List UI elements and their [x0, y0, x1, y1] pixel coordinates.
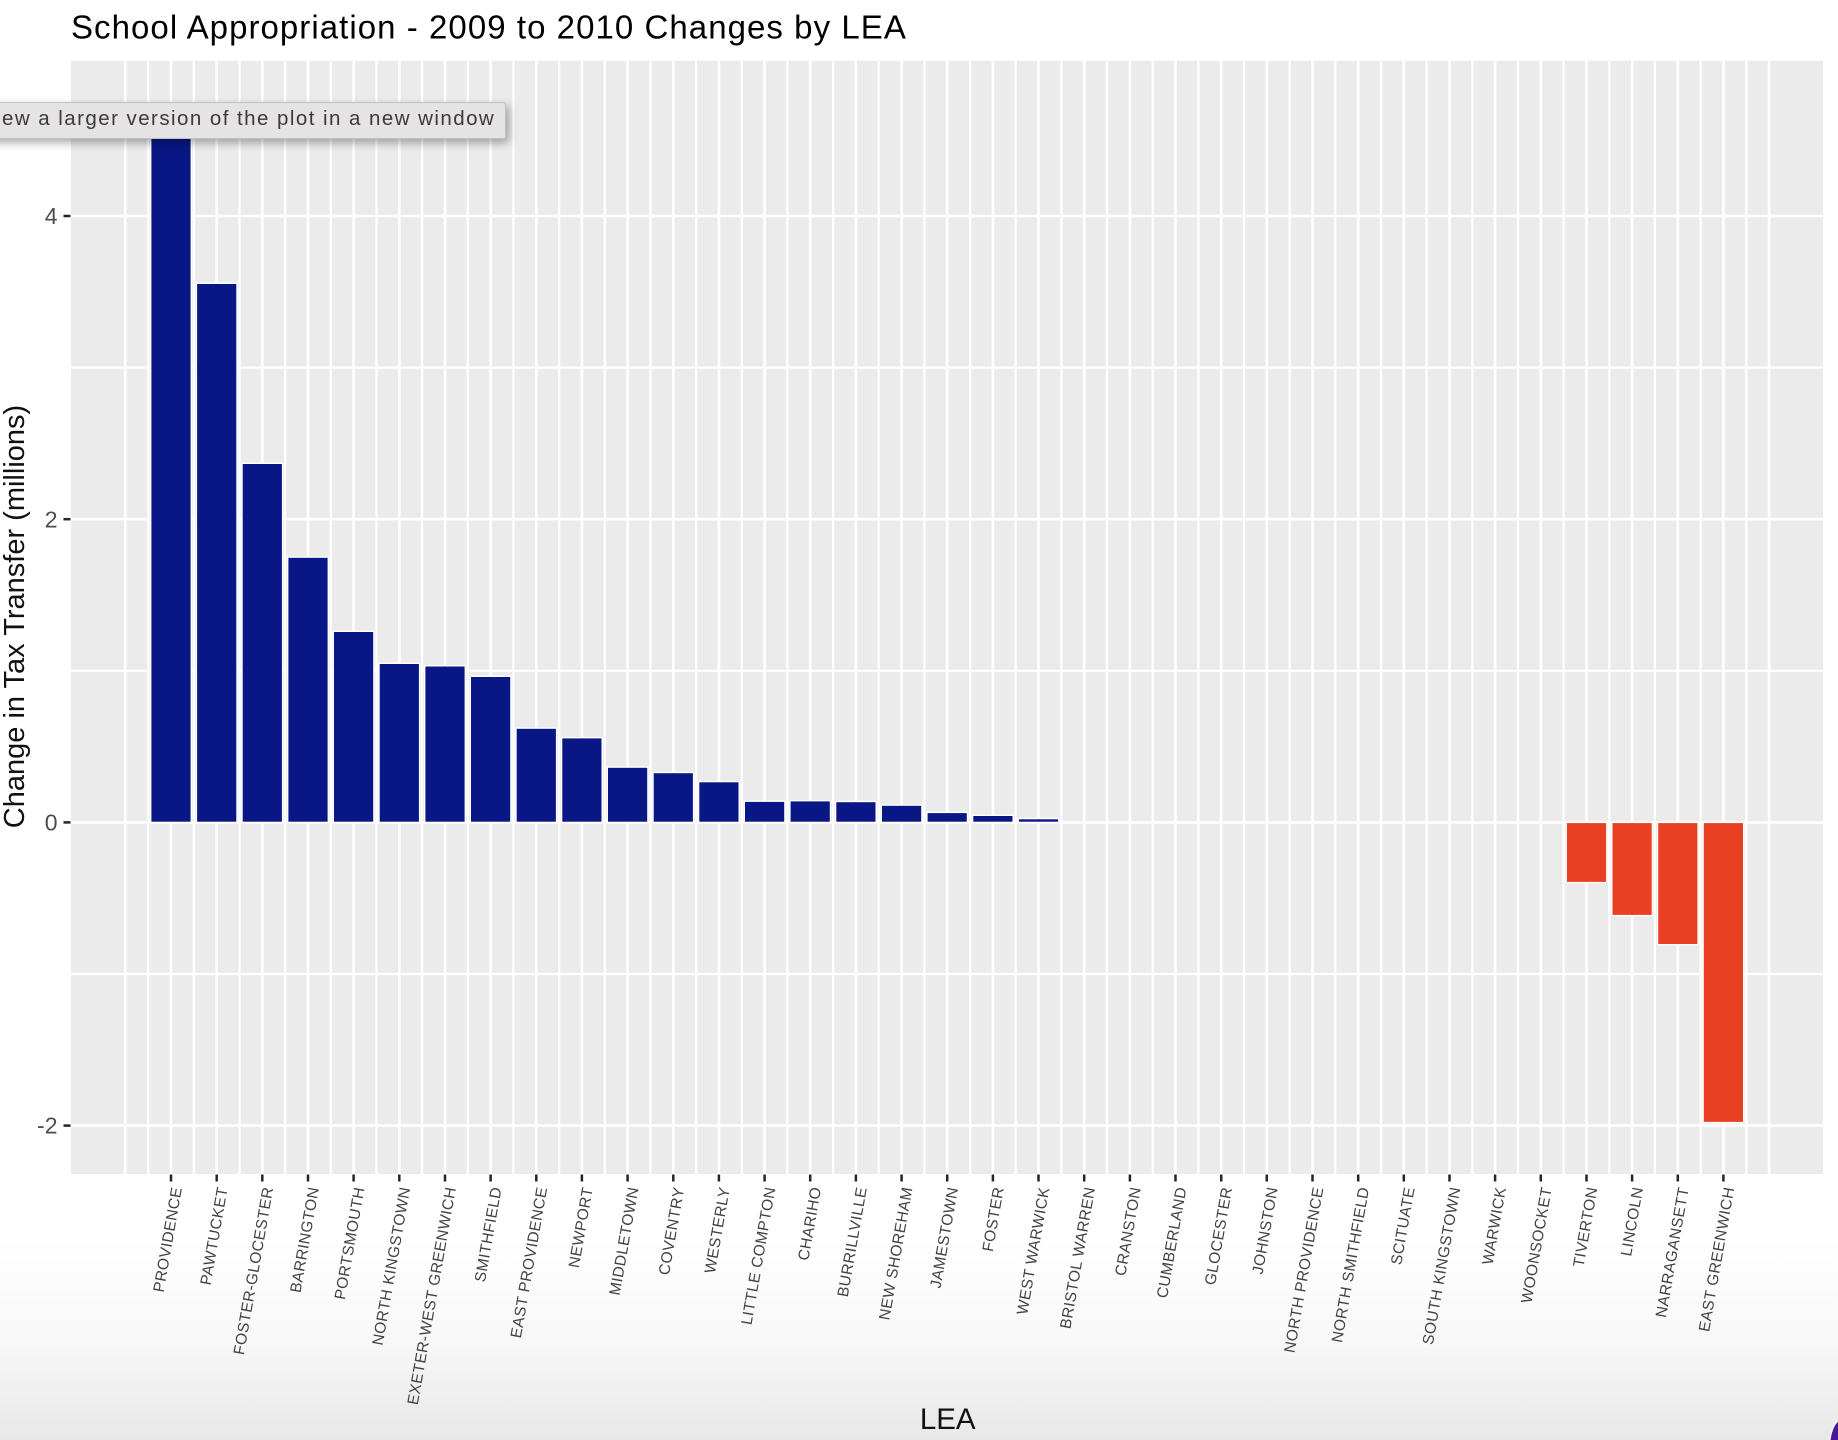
svg-text:CRANSTON: CRANSTON — [1112, 1186, 1144, 1277]
svg-text:NORTH SMITHFIELD: NORTH SMITHFIELD — [1329, 1186, 1373, 1344]
svg-text:FOSTER-GLOCESTER: FOSTER-GLOCESTER — [231, 1186, 277, 1356]
svg-text:WEST WARWICK: WEST WARWICK — [1014, 1186, 1053, 1317]
svg-text:2: 2 — [45, 506, 58, 532]
svg-text:CUMBERLAND: CUMBERLAND — [1154, 1186, 1190, 1300]
svg-text:PAWTUCKET: PAWTUCKET — [198, 1186, 232, 1287]
svg-text:LEA: LEA — [920, 1403, 976, 1436]
svg-text:0: 0 — [45, 810, 58, 836]
svg-text:GLOCESTER: GLOCESTER — [1202, 1186, 1236, 1287]
svg-text:SMITHFIELD: SMITHFIELD — [472, 1186, 505, 1284]
svg-text:FOSTER: FOSTER — [980, 1186, 1008, 1253]
svg-text:COVENTRY: COVENTRY — [656, 1186, 688, 1277]
svg-text:LITTLE COMPTON: LITTLE COMPTON — [739, 1186, 780, 1327]
svg-text:SCITUATE: SCITUATE — [1388, 1186, 1418, 1266]
svg-text:BRISTOL WARREN: BRISTOL WARREN — [1057, 1186, 1099, 1330]
svg-text:JOHNSTON: JOHNSTON — [1250, 1186, 1282, 1276]
svg-text:MIDDLETOWN: MIDDLETOWN — [607, 1186, 643, 1297]
svg-text:BURRILLVILLE: BURRILLVILLE — [835, 1186, 871, 1299]
svg-text:4: 4 — [45, 203, 58, 229]
svg-text:PROVIDENCE: PROVIDENCE — [151, 1186, 186, 1294]
svg-text:NORTH PROVIDENCE: NORTH PROVIDENCE — [1282, 1186, 1328, 1354]
svg-text:NEW SHOREHAM: NEW SHOREHAM — [876, 1186, 916, 1322]
svg-text:-2: -2 — [37, 1113, 57, 1139]
svg-text:WESTERLY: WESTERLY — [702, 1186, 734, 1275]
svg-text:JAMESTOWN: JAMESTOWN — [928, 1186, 963, 1290]
svg-text:WOONSOCKET: WOONSOCKET — [1519, 1186, 1556, 1305]
svg-text:CHARIHO: CHARIHO — [795, 1186, 825, 1262]
svg-text:Change in Tax Transfer (millio: Change in Tax Transfer (millions) — [0, 405, 31, 828]
svg-text:SOUTH KINGSTOWN: SOUTH KINGSTOWN — [1420, 1186, 1465, 1346]
svg-text:School Appropriation - 2009 to: School Appropriation - 2009 to 2010 Chan… — [71, 9, 907, 46]
svg-text:EAST PROVIDENCE: EAST PROVIDENCE — [508, 1186, 551, 1340]
svg-text:NORTH KINGSTOWN: NORTH KINGSTOWN — [370, 1186, 415, 1347]
svg-text:BARRINGTON: BARRINGTON — [288, 1186, 323, 1294]
svg-text:EXETER-WEST GREENWICH: EXETER-WEST GREENWICH — [405, 1186, 460, 1406]
svg-text:TIVERTON: TIVERTON — [1571, 1186, 1602, 1269]
svg-text:LINCOLN: LINCOLN — [1618, 1186, 1647, 1258]
svg-text:PORTSMOUTH: PORTSMOUTH — [332, 1186, 369, 1301]
svg-text:EAST GREENWICH: EAST GREENWICH — [1696, 1186, 1738, 1333]
svg-text:NEWPORT: NEWPORT — [566, 1186, 597, 1270]
svg-text:NARRAGANSETT: NARRAGANSETT — [1653, 1186, 1693, 1319]
svg-text:WARWICK: WARWICK — [1480, 1185, 1510, 1266]
